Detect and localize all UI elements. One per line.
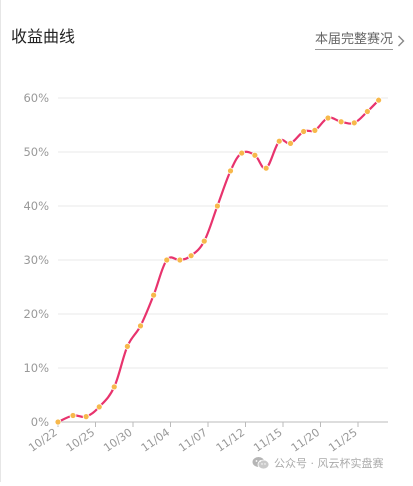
y-tick-label: 50% xyxy=(23,145,49,159)
data-point xyxy=(137,322,144,330)
x-tick-label: 11/25 xyxy=(326,426,359,455)
data-point xyxy=(213,202,221,210)
data-point xyxy=(311,126,319,134)
data-point xyxy=(287,139,294,147)
data-point xyxy=(69,412,77,419)
data-point xyxy=(150,291,158,299)
data-point xyxy=(187,252,195,260)
data-point xyxy=(123,342,131,350)
x-tick-label: 11/12 xyxy=(214,426,247,455)
data-point xyxy=(275,137,283,145)
y-tick-label: 10% xyxy=(23,361,49,375)
data-point xyxy=(251,151,259,159)
x-tick-label: 11/07 xyxy=(176,426,209,455)
x-tick-label: 10/30 xyxy=(101,426,134,455)
x-tick-label: 11/15 xyxy=(251,426,284,455)
data-point xyxy=(350,119,358,127)
data-point xyxy=(82,413,90,421)
data-point xyxy=(324,114,332,122)
data-point xyxy=(337,118,345,126)
chart-title: 收益曲线 xyxy=(11,27,76,46)
y-tick-label: 20% xyxy=(23,307,49,321)
data-point xyxy=(95,403,103,411)
data-point xyxy=(200,237,208,245)
full-season-link-label: 本届完整赛况 xyxy=(314,32,393,50)
wechat-icon xyxy=(252,456,270,470)
y-tick-label: 30% xyxy=(23,253,49,267)
x-tick-label: 11/20 xyxy=(289,426,322,455)
data-point xyxy=(262,164,270,172)
watermark-text: 公众号 · 风云杯实盘赛 xyxy=(274,457,384,470)
data-point xyxy=(227,167,234,175)
chevron-right-icon xyxy=(397,35,405,47)
panel-left-border xyxy=(0,0,1,482)
wechat-watermark: 公众号 · 风云杯实盘赛 xyxy=(252,455,384,471)
data-point xyxy=(176,256,184,264)
data-point xyxy=(110,383,118,391)
x-tick-label: 10/25 xyxy=(64,426,97,455)
data-point xyxy=(54,418,62,426)
data-point xyxy=(163,256,171,264)
full-season-link[interactable]: 本届完整赛况 xyxy=(314,32,405,50)
x-tick-label: 10/22 xyxy=(26,426,59,455)
data-point xyxy=(300,128,308,135)
x-tick-label: 11/04 xyxy=(139,426,172,455)
data-point xyxy=(238,149,246,157)
data-point xyxy=(363,108,371,115)
y-tick-label: 60% xyxy=(23,91,49,105)
y-tick-label: 40% xyxy=(23,199,49,213)
y-tick-label: 0% xyxy=(31,415,49,429)
data-point xyxy=(375,96,383,104)
series-line xyxy=(57,99,380,424)
